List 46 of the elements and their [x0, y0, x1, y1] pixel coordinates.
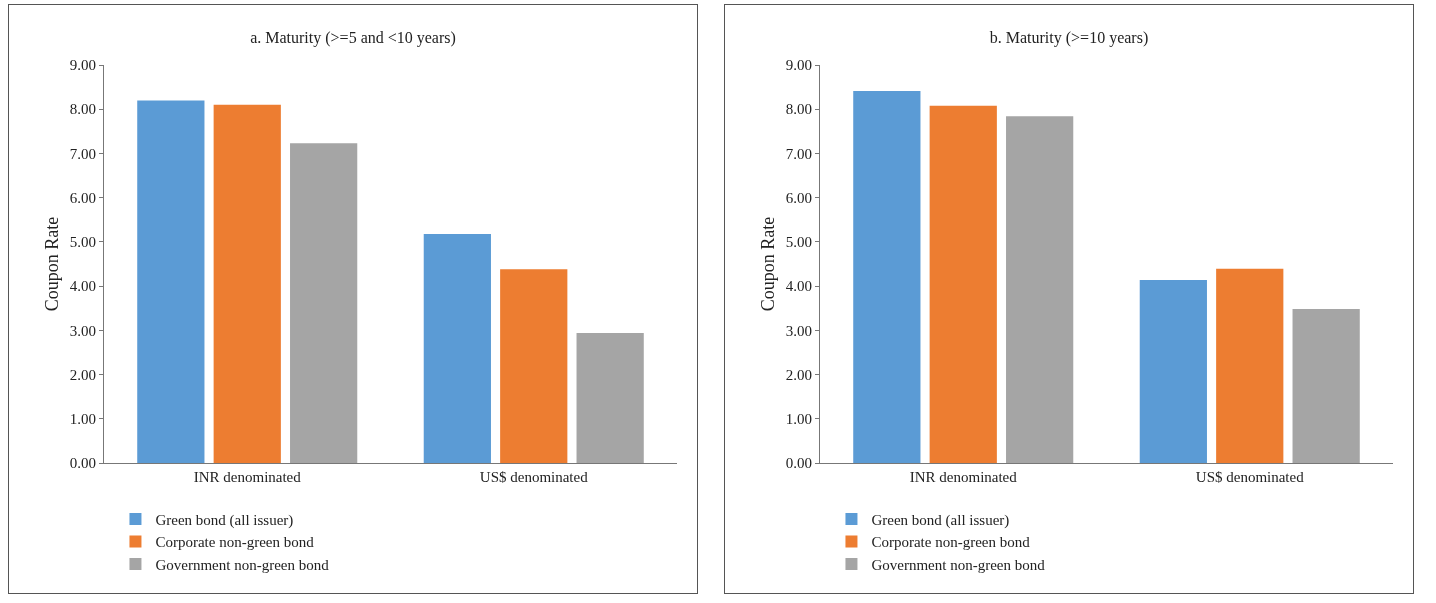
y-tick-label: 5.00 — [69, 234, 96, 251]
y-tick-label: 5.00 — [785, 234, 812, 251]
bar — [500, 269, 568, 463]
y-tick-label: 7.00 — [69, 145, 96, 162]
y-tick-label: 3.00 — [785, 322, 812, 339]
legend-label: Corporate non-green bond — [155, 534, 315, 551]
y-axis-title: Coupon Rate — [42, 216, 62, 312]
y-tick-label: 3.00 — [69, 322, 96, 339]
bar — [1139, 279, 1207, 463]
y-tick-label: 1.00 — [69, 411, 96, 428]
bar — [1006, 116, 1074, 463]
x-tick-label: INR denominated — [193, 469, 302, 485]
bar — [290, 143, 358, 463]
bar — [576, 332, 644, 463]
legend-label: Corporate non-green bond — [871, 534, 1031, 551]
y-tick-label: 6.00 — [785, 189, 812, 206]
legend-label: Green bond (all issuer) — [871, 511, 1010, 529]
bar — [423, 233, 491, 463]
bar — [213, 104, 281, 463]
y-tick-label: 9.00 — [69, 57, 96, 74]
y-tick-label: 4.00 — [785, 278, 812, 295]
y-tick-label: 4.00 — [69, 278, 96, 295]
y-tick-label: 9.00 — [785, 57, 812, 74]
y-tick-label: 8.00 — [69, 101, 96, 118]
chart-title: b. Maturity (>=10 years) — [989, 28, 1149, 47]
y-tick-label: 2.00 — [785, 366, 812, 383]
y-tick-label: 8.00 — [785, 101, 812, 118]
bar — [853, 91, 921, 463]
bar — [929, 105, 997, 463]
y-tick-label: 6.00 — [69, 189, 96, 206]
x-tick-label: US$ denominated — [1195, 469, 1305, 485]
x-tick-label: US$ denominated — [479, 469, 589, 485]
bar — [137, 100, 205, 463]
y-tick-label: 2.00 — [69, 366, 96, 383]
legend-label: Government non-green bond — [871, 556, 1046, 573]
y-axis-title: Coupon Rate — [758, 216, 778, 312]
y-tick-label: 7.00 — [785, 145, 812, 162]
bar — [1216, 268, 1284, 463]
y-tick-label: 1.00 — [785, 411, 812, 428]
legend-label: Government non-green bond — [155, 556, 330, 573]
bar — [1292, 309, 1360, 463]
legend-label: Green bond (all issuer) — [155, 511, 294, 529]
x-tick-label: INR denominated — [909, 469, 1018, 485]
y-tick-label: 0.00 — [69, 455, 96, 472]
chart-title: a. Maturity (>=5 and <10 years) — [250, 28, 456, 47]
y-tick-label: 0.00 — [785, 455, 812, 472]
